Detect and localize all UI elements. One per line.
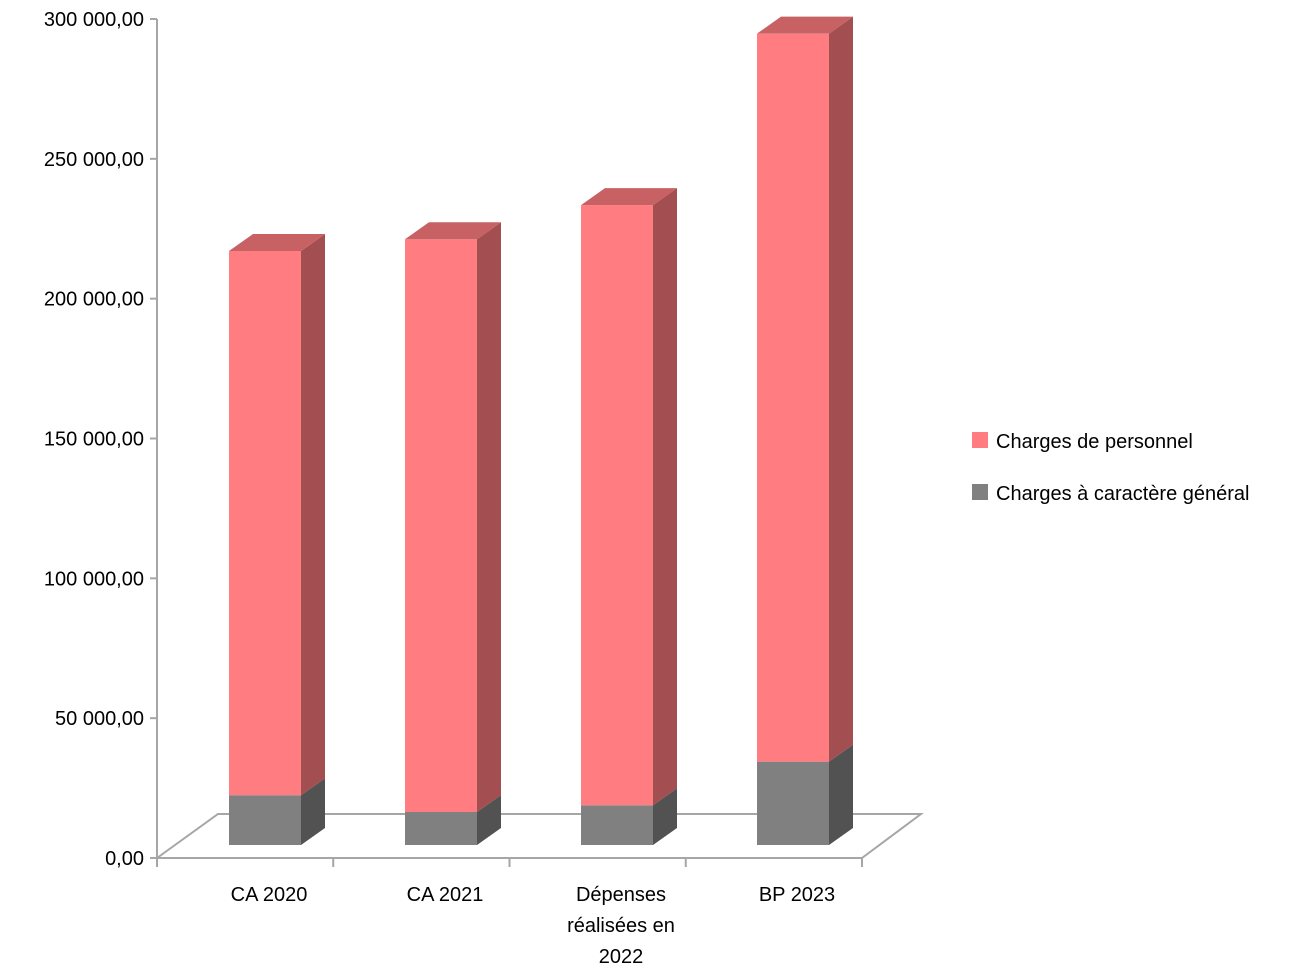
- bar-side-face: [653, 188, 677, 806]
- bar-top-face: [757, 16, 853, 34]
- bar-general-2: [405, 794, 501, 845]
- bar-general-4: [757, 744, 853, 845]
- bar-personnel-2: [405, 222, 501, 812]
- bar-side-face: [653, 788, 677, 845]
- bar-side-face: [301, 233, 325, 796]
- y-tick-label: 250 000,00: [44, 149, 144, 171]
- bar-side-face: [829, 744, 853, 845]
- bar-front-face: [757, 761, 829, 845]
- bar-personnel-3: [581, 188, 677, 806]
- bar-front-face: [229, 250, 301, 796]
- legend-label: Charges à caractère général: [996, 483, 1249, 505]
- bar-side-face: [829, 16, 853, 762]
- y-tick-label: 0,00: [105, 848, 144, 870]
- bar-front-face: [405, 811, 477, 845]
- y-tick-label: 50 000,00: [55, 708, 144, 730]
- y-axis: 0,00 50 000,00 100 000,00 150 000,00 200 000…: [44, 9, 158, 870]
- bar-top-face: [581, 188, 677, 206]
- bar-front-face: [757, 33, 829, 762]
- y-tick-label: 100 000,00: [44, 568, 144, 590]
- y-tick-label: 300 000,00: [44, 9, 144, 31]
- legend: Charges de personnel Charges à caractère …: [972, 431, 1249, 505]
- x-tick-label: CA 2021: [407, 884, 484, 906]
- legend-swatch: [972, 484, 988, 500]
- bar-top-face: [229, 233, 325, 251]
- bar-side-face: [301, 778, 325, 845]
- x-tick-label: Dépenses réalisées en 2022: [567, 884, 675, 968]
- floor-outline: [156, 813, 925, 859]
- bar-front-face: [581, 205, 653, 806]
- x-axis: CA 2020 CA 2021 Dépenses réalisées en 2022 BP…: [156, 857, 863, 968]
- bar-side-face: [477, 222, 501, 812]
- bar-side-face: [477, 794, 501, 845]
- x-tick-label: BP 2023: [759, 884, 835, 906]
- bar-front-face: [405, 239, 477, 812]
- bar-general-1: [229, 778, 325, 845]
- bars: [229, 16, 853, 845]
- legend-label: Charges de personnel: [996, 431, 1193, 453]
- bar-personnel-4: [757, 16, 853, 762]
- y-tick-label: 200 000,00: [44, 289, 144, 311]
- bar-general-3: [581, 788, 677, 845]
- bar-top-face: [405, 222, 501, 240]
- y-tick-label: 150 000,00: [44, 429, 144, 451]
- legend-swatch: [972, 432, 988, 448]
- chart-floor: [156, 813, 925, 859]
- bar-front-face: [229, 795, 301, 845]
- x-tick-label: CA 2020: [231, 884, 308, 906]
- bar-personnel-1: [229, 233, 325, 796]
- bar-front-face: [581, 805, 653, 845]
